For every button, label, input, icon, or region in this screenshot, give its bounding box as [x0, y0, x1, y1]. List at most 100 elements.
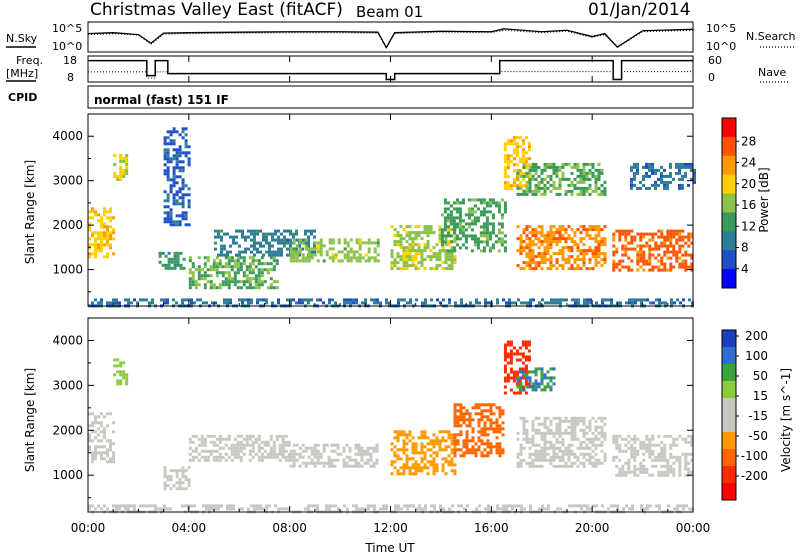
velocity-cell [456, 421, 460, 425]
power-cell [447, 267, 451, 271]
velocity-cell [188, 452, 192, 456]
power-cell [373, 250, 377, 254]
power-cell [573, 186, 577, 190]
velocity-cell [546, 440, 550, 444]
velocity-cell [370, 504, 373, 508]
power-cell [289, 247, 293, 251]
velocity-cell [528, 446, 532, 450]
power-cell [127, 298, 130, 302]
power-cell [594, 264, 598, 268]
power-cell [582, 228, 586, 232]
velocity-cell [447, 460, 451, 464]
velocity-cell [684, 452, 688, 456]
velocity-cell [678, 473, 682, 477]
velocity-cell [540, 422, 544, 426]
power-cell [172, 199, 176, 203]
velocity-cell [316, 458, 320, 462]
velocity-colorbar-title: Velocity [m s^-1] [779, 368, 793, 472]
power-cell [534, 186, 538, 190]
power-cell [574, 298, 577, 302]
power-cell [512, 136, 516, 140]
velocity-cell [277, 507, 280, 511]
power-cell [600, 264, 604, 268]
power-cell [567, 267, 571, 271]
velocity-cell [657, 455, 661, 459]
velocity-cell [444, 439, 448, 443]
power-cell [200, 277, 204, 281]
power-cell [660, 259, 664, 263]
power-cell [576, 228, 580, 232]
velocity-cell [236, 452, 240, 456]
power-cell [579, 186, 583, 190]
velocity-cell [411, 436, 415, 440]
power-cell [109, 210, 112, 214]
power-cell [184, 151, 188, 155]
power-cell [558, 249, 562, 253]
power-cell [173, 251, 177, 255]
power-cell [358, 241, 362, 245]
cpid-label: CPID [8, 91, 37, 104]
velocity-cell [94, 436, 97, 440]
power-cell [304, 247, 308, 251]
power-cell [283, 238, 286, 242]
power-cell [292, 253, 296, 257]
power-cell [687, 232, 691, 236]
power-cell [275, 280, 279, 284]
power-cell [408, 246, 412, 250]
power-cell [516, 171, 520, 175]
velocity-cell [316, 443, 320, 447]
power-cell [567, 255, 571, 259]
velocity-cell [218, 458, 222, 462]
power-cell [684, 265, 688, 269]
power-cell [169, 214, 173, 218]
velocity-cell [540, 458, 544, 462]
power-cell [441, 267, 445, 271]
velocity-cell [534, 428, 538, 432]
velocity-cell [515, 352, 519, 356]
power-cell [540, 261, 544, 265]
power-cell [164, 266, 168, 270]
power-colorbar-segment [722, 136, 736, 157]
velocity-cell [281, 446, 285, 450]
power-cell [176, 260, 180, 264]
frequency-panel: Freq. [MHz] 18 8 60 0 Nave [6, 54, 790, 84]
velocity-cell [408, 472, 412, 476]
power-cell [443, 219, 447, 223]
velocity-cell [503, 370, 507, 374]
power-cell [388, 301, 391, 305]
velocity-cell [521, 352, 525, 356]
velocity-cell [591, 416, 595, 420]
velocity-cell [184, 469, 188, 473]
velocity-cell [417, 469, 421, 473]
power-cell [540, 252, 544, 256]
velocity-cell [145, 504, 148, 508]
power-cell [280, 247, 283, 251]
power-cell [170, 260, 174, 264]
power-cell [334, 256, 338, 260]
power-cell [678, 177, 681, 181]
power-cell [200, 268, 204, 272]
velocity-cell [251, 446, 255, 450]
velocity-cell [200, 440, 204, 444]
power-ytick-label: 3000 [52, 174, 83, 188]
power-cell [470, 249, 474, 253]
power-cell [266, 262, 270, 266]
power-cell [639, 238, 643, 242]
velocity-cell [133, 507, 136, 511]
velocity-cell [178, 484, 182, 488]
power-cell [414, 258, 418, 262]
velocity-cell [519, 376, 523, 380]
velocity-cell [570, 425, 574, 429]
velocity-cell [684, 440, 688, 444]
velocity-cell [456, 433, 460, 437]
velocity-cell [284, 443, 288, 447]
velocity-cell [462, 418, 466, 422]
power-cell [259, 229, 262, 233]
velocity-colorbar-segment [722, 415, 736, 433]
power-cell [594, 234, 598, 238]
power-cell [678, 235, 682, 239]
velocity-cell [524, 382, 528, 386]
power-cell [268, 244, 271, 248]
power-cell [176, 254, 180, 258]
power-cell [215, 271, 219, 275]
